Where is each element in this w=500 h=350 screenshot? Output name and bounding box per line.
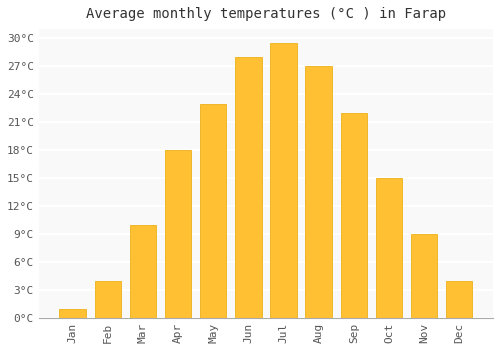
Bar <box>411 234 438 318</box>
Bar <box>376 178 402 318</box>
Bar <box>165 150 191 318</box>
Bar <box>446 281 472 318</box>
Bar <box>235 57 262 318</box>
Bar <box>130 225 156 318</box>
Bar <box>306 66 332 318</box>
Bar <box>270 43 296 318</box>
Bar <box>94 281 121 318</box>
Bar <box>340 113 367 318</box>
Bar <box>200 104 226 318</box>
Bar <box>60 309 86 318</box>
Title: Average monthly temperatures (°C ) in Farap: Average monthly temperatures (°C ) in Fa… <box>86 7 446 21</box>
